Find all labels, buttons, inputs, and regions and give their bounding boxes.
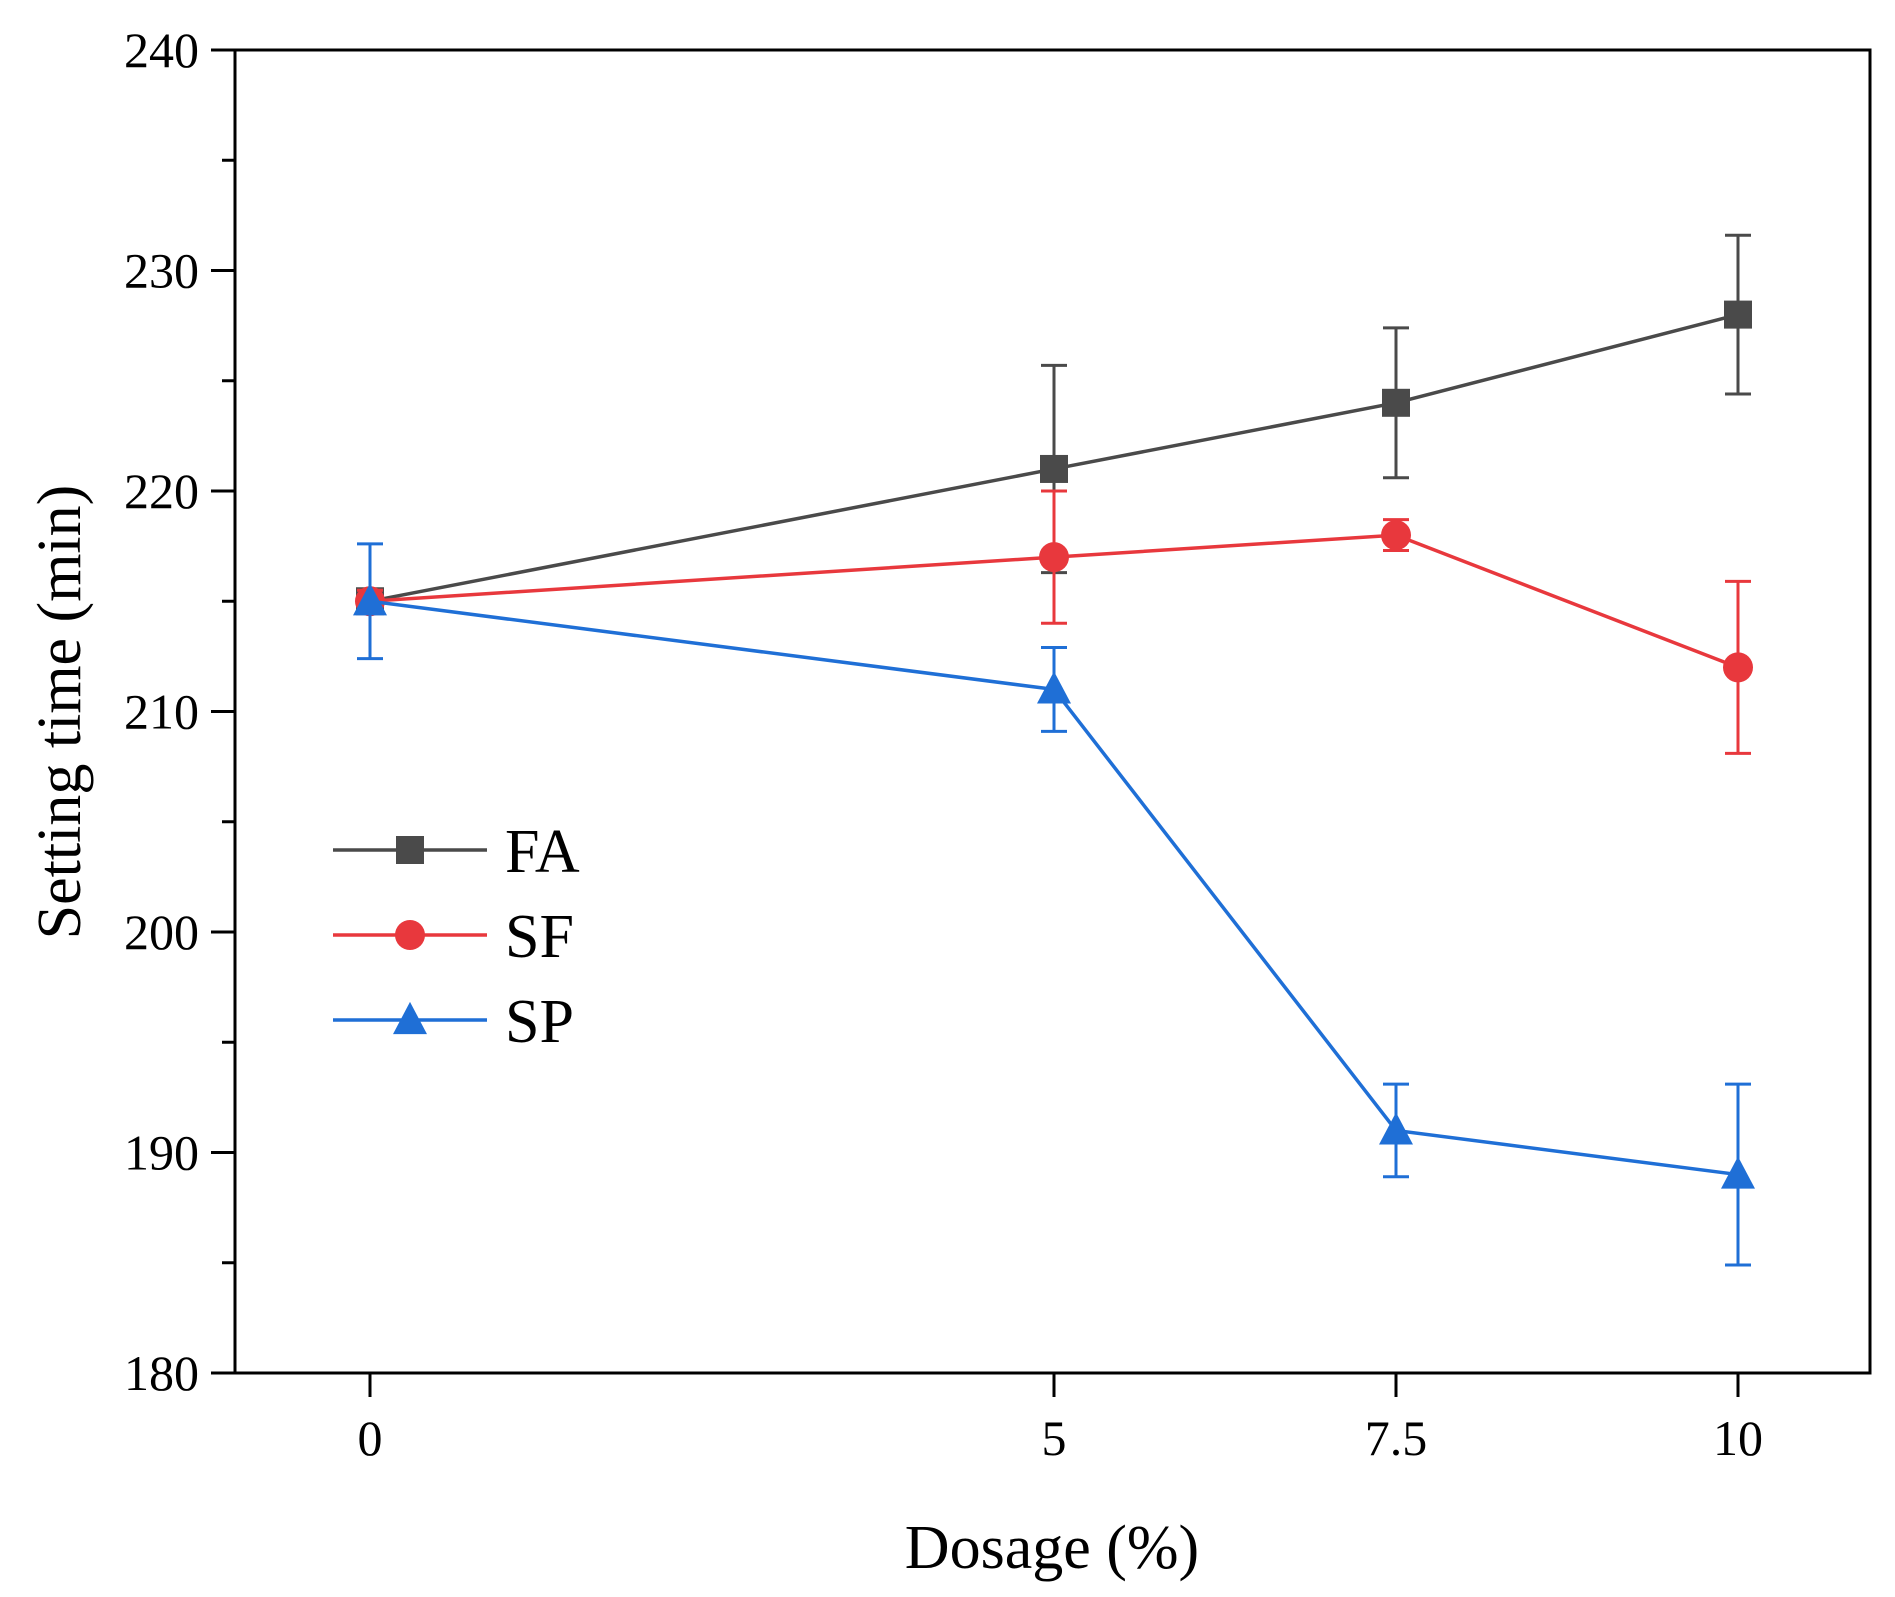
legend-marker-sf [395, 920, 425, 950]
x-axis-title: Dosage (%) [905, 1514, 1199, 1582]
y-tick-label: 240 [124, 22, 199, 78]
series-sp [353, 542, 1755, 1267]
data-point-sf [1381, 520, 1411, 551]
data-point-fa [1724, 300, 1752, 329]
series-layer [353, 233, 1755, 1267]
y-tick-label: 230 [124, 243, 199, 299]
data-point-fa [1382, 388, 1410, 417]
y-axis-ticks: 180 190 200 210 220 230 240 [124, 22, 235, 1401]
data-point-sp [1379, 1112, 1413, 1145]
x-tick-label: 5 [1042, 1410, 1067, 1466]
y-tick-label: 190 [124, 1125, 199, 1181]
y-tick-label: 210 [124, 684, 199, 740]
x-tick-label: 7.5 [1365, 1410, 1428, 1466]
x-tick-label: 0 [358, 1410, 383, 1466]
legend-label: SP [505, 988, 574, 1056]
y-tick-label: 200 [124, 904, 199, 960]
x-axis-ticks: 0 5 7.5 10 [358, 1373, 1763, 1466]
legend-label: FA [505, 818, 580, 886]
data-point-sf [1039, 542, 1069, 573]
y-axis-title: Setting time (min) [26, 485, 94, 940]
legend[interactable]: FA SF SP [333, 818, 580, 1056]
series-line-sf [369, 533, 1739, 670]
data-point-sp [353, 583, 387, 616]
series-line-sp [369, 599, 1739, 1177]
y-tick-label: 220 [124, 463, 199, 519]
series-line-fa [369, 312, 1739, 603]
legend-item-fa[interactable]: FA [333, 818, 580, 886]
legend-item-sp[interactable]: SP [333, 988, 574, 1056]
legend-item-sf[interactable]: SF [333, 903, 574, 971]
data-point-sf [1723, 652, 1753, 683]
data-point-sp [1037, 671, 1071, 704]
legend-label: SF [505, 903, 574, 971]
legend-marker-fa [396, 836, 424, 864]
y-tick-label: 180 [124, 1345, 199, 1401]
legend-marker-sp [393, 1001, 427, 1035]
data-point-sp [1721, 1156, 1755, 1189]
data-point-fa [1040, 454, 1068, 483]
x-tick-label: 10 [1713, 1410, 1763, 1466]
